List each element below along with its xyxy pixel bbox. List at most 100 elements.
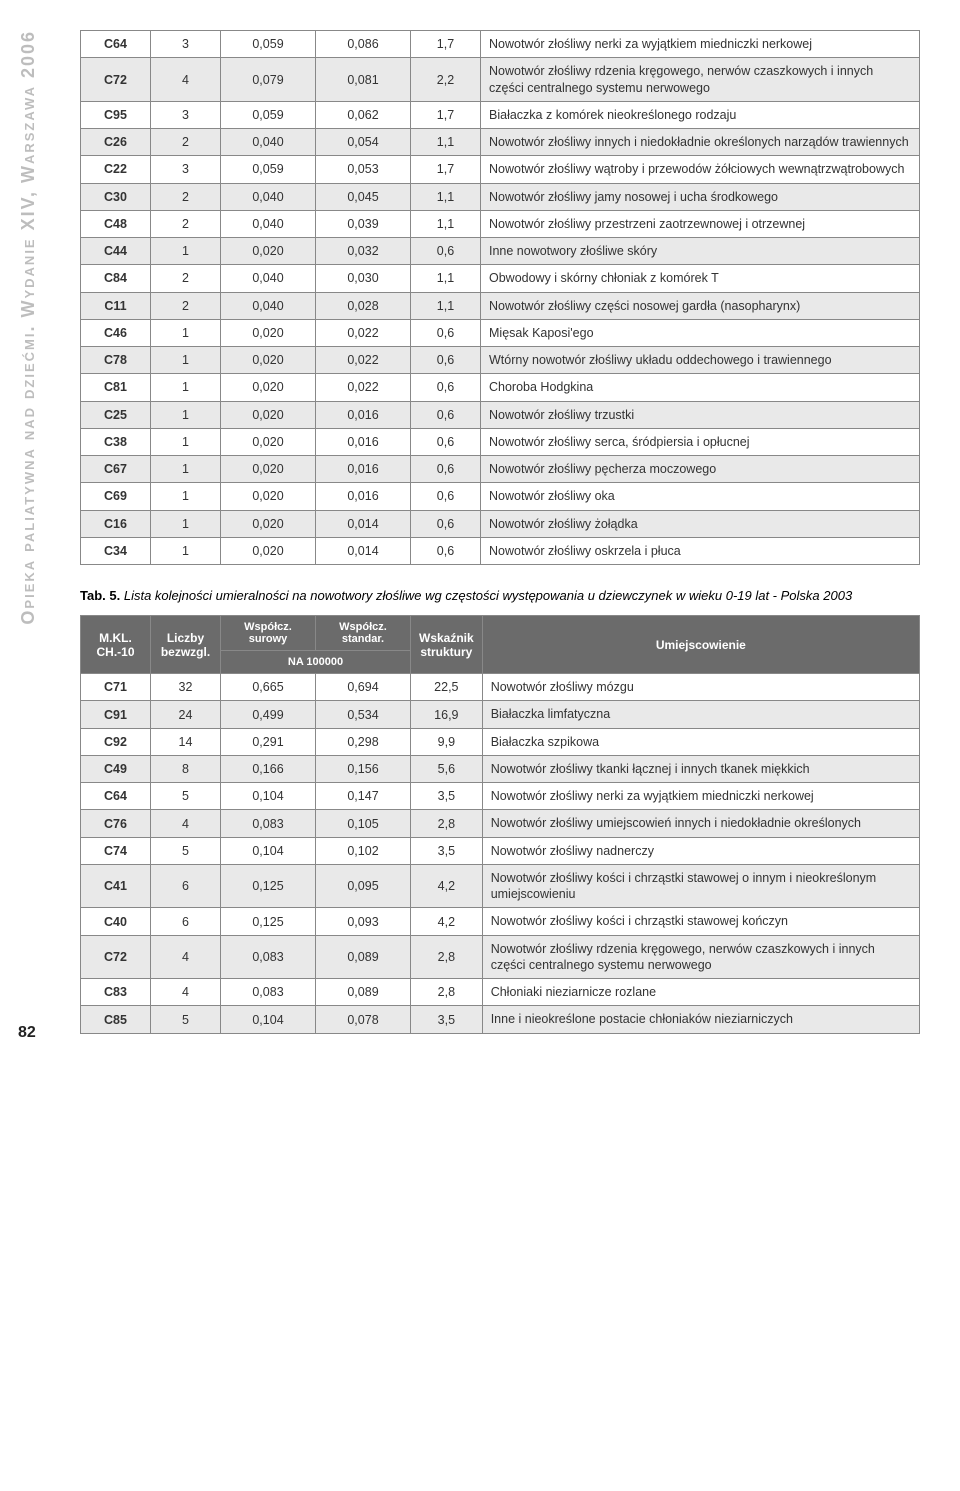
cell-indicator: 0,6	[411, 510, 481, 537]
table-row: C92140,2910,2989,9Białaczka szpikowa	[81, 728, 920, 755]
table2-body: C71320,6650,69422,5Nowotwór złośliwy móz…	[81, 674, 920, 1034]
cell-rate-raw: 0,125	[221, 864, 316, 908]
cell-code: C76	[81, 810, 151, 837]
table-row: C8340,0830,0892,8Chłoniaki nieziarnicze …	[81, 979, 920, 1006]
table-row: C4060,1250,0934,2Nowotwór złośliwy kości…	[81, 908, 920, 935]
cell-rate-std: 0,078	[316, 1006, 411, 1033]
cell-rate-raw: 0,083	[221, 810, 316, 837]
cell-rate2: 0,014	[316, 537, 411, 564]
cell-code: C26	[81, 129, 151, 156]
cell-code: C11	[81, 292, 151, 319]
table-row: C7810,0200,0220,6Wtórny nowotwór złośliw…	[81, 347, 920, 374]
cell-description: Białaczka limfatyczna	[482, 701, 919, 728]
cell-code: C64	[81, 31, 151, 58]
cell-count: 2	[151, 265, 221, 292]
cell-description: Nowotwór złośliwy kości i chrząstki staw…	[482, 908, 919, 935]
cell-indicator: 1,7	[411, 101, 481, 128]
cell-rate2: 0,054	[316, 129, 411, 156]
cell-indicator: 1,1	[411, 129, 481, 156]
cell-code: C48	[81, 210, 151, 237]
cell-rate-raw: 0,499	[221, 701, 316, 728]
cell-rate-std: 0,147	[316, 783, 411, 810]
cell-description: Chłoniaki nieziarnicze rozlane	[482, 979, 919, 1006]
cell-description: Choroba Hodgkina	[481, 374, 920, 401]
cell-count: 1	[151, 428, 221, 455]
cell-description: Nowotwór złośliwy oskrzela i płuca	[481, 537, 920, 564]
cell-description: Nowotwór złośliwy mózgu	[482, 674, 919, 701]
cell-count: 4	[151, 58, 221, 102]
table2-head: M.KL. CH.-10 Liczby bezwzgl. Współcz. su…	[81, 616, 920, 674]
cell-description: Nowotwór złośliwy nerki za wyjątkiem mie…	[482, 783, 919, 810]
cell-code: C83	[81, 979, 151, 1006]
cell-description: Wtórny nowotwór złośliwy układu oddechow…	[481, 347, 920, 374]
table-row: C7640,0830,1052,8Nowotwór złośliwy umiej…	[81, 810, 920, 837]
table-row: C2510,0200,0160,6Nowotwór złośliwy trzus…	[81, 401, 920, 428]
cell-code: C72	[81, 58, 151, 102]
cell-count: 3	[151, 31, 221, 58]
cell-description: Nowotwór złośliwy pęcherza moczowego	[481, 456, 920, 483]
cell-indicator: 5,6	[411, 755, 483, 782]
table-row: C4160,1250,0954,2Nowotwór złośliwy kości…	[81, 864, 920, 908]
cell-indicator: 1,1	[411, 292, 481, 319]
cell-rate-raw: 0,291	[221, 728, 316, 755]
cell-description: Nowotwór złośliwy rdzenia kręgowego, ner…	[481, 58, 920, 102]
table-2: M.KL. CH.-10 Liczby bezwzgl. Współcz. su…	[80, 615, 920, 1034]
table-row: C4820,0400,0391,1Nowotwór złośliwy przes…	[81, 210, 920, 237]
table-row: C6910,0200,0160,6Nowotwór złośliwy oka	[81, 483, 920, 510]
cell-description: Inne nowotwory złośliwe skóry	[481, 238, 920, 265]
cell-code: C25	[81, 401, 151, 428]
cell-indicator: 4,2	[411, 908, 483, 935]
cell-code: C92	[81, 728, 151, 755]
cell-rate2: 0,030	[316, 265, 411, 292]
cell-count: 3	[151, 156, 221, 183]
caption-label: Tab. 5.	[80, 588, 120, 603]
cell-indicator: 0,6	[411, 319, 481, 346]
cell-code: C78	[81, 347, 151, 374]
cell-code: C49	[81, 755, 151, 782]
cell-rate1: 0,059	[221, 156, 316, 183]
cell-description: Nowotwór złośliwy kości i chrząstki staw…	[482, 864, 919, 908]
cell-rate-std: 0,095	[316, 864, 411, 908]
page-number: 82	[18, 1024, 36, 1042]
cell-code: C95	[81, 101, 151, 128]
cell-rate2: 0,032	[316, 238, 411, 265]
cell-count: 1	[151, 537, 221, 564]
cell-rate-std: 0,102	[316, 837, 411, 864]
cell-rate2: 0,045	[316, 183, 411, 210]
cell-indicator: 4,2	[411, 864, 483, 908]
table-row: C6450,1040,1473,5Nowotwór złośliwy nerki…	[81, 783, 920, 810]
cell-rate-std: 0,534	[316, 701, 411, 728]
cell-code: C84	[81, 265, 151, 292]
cell-rate2: 0,062	[316, 101, 411, 128]
table-row: C4980,1660,1565,6Nowotwór złośliwy tkank…	[81, 755, 920, 782]
cell-code: C38	[81, 428, 151, 455]
cell-count: 6	[151, 908, 221, 935]
cell-count: 5	[151, 783, 221, 810]
cell-rate1: 0,079	[221, 58, 316, 102]
cell-rate2: 0,081	[316, 58, 411, 102]
cell-rate2: 0,022	[316, 374, 411, 401]
cell-count: 14	[151, 728, 221, 755]
table-row: C1610,0200,0140,6Nowotwór złośliwy żołąd…	[81, 510, 920, 537]
cell-count: 4	[151, 935, 221, 979]
table-row: C8420,0400,0301,1Obwodowy i skórny chłon…	[81, 265, 920, 292]
table-row: C2620,0400,0541,1Nowotwór złośliwy innyc…	[81, 129, 920, 156]
cell-rate2: 0,039	[316, 210, 411, 237]
cell-indicator: 3,5	[411, 1006, 483, 1033]
table-row: C6710,0200,0160,6Nowotwór złośliwy pęche…	[81, 456, 920, 483]
cell-indicator: 0,6	[411, 374, 481, 401]
cell-code: C34	[81, 537, 151, 564]
cell-description: Mięsak Kaposi'ego	[481, 319, 920, 346]
cell-count: 3	[151, 101, 221, 128]
cell-rate-raw: 0,665	[221, 674, 316, 701]
cell-code: C64	[81, 783, 151, 810]
cell-rate-raw: 0,104	[221, 1006, 316, 1033]
table2-caption: Tab. 5. Lista kolejności umieralności na…	[80, 587, 920, 605]
cell-code: C74	[81, 837, 151, 864]
cell-count: 1	[151, 374, 221, 401]
cell-indicator: 16,9	[411, 701, 483, 728]
cell-count: 8	[151, 755, 221, 782]
cell-indicator: 1,1	[411, 265, 481, 292]
cell-rate-raw: 0,083	[221, 935, 316, 979]
cell-indicator: 3,5	[411, 837, 483, 864]
